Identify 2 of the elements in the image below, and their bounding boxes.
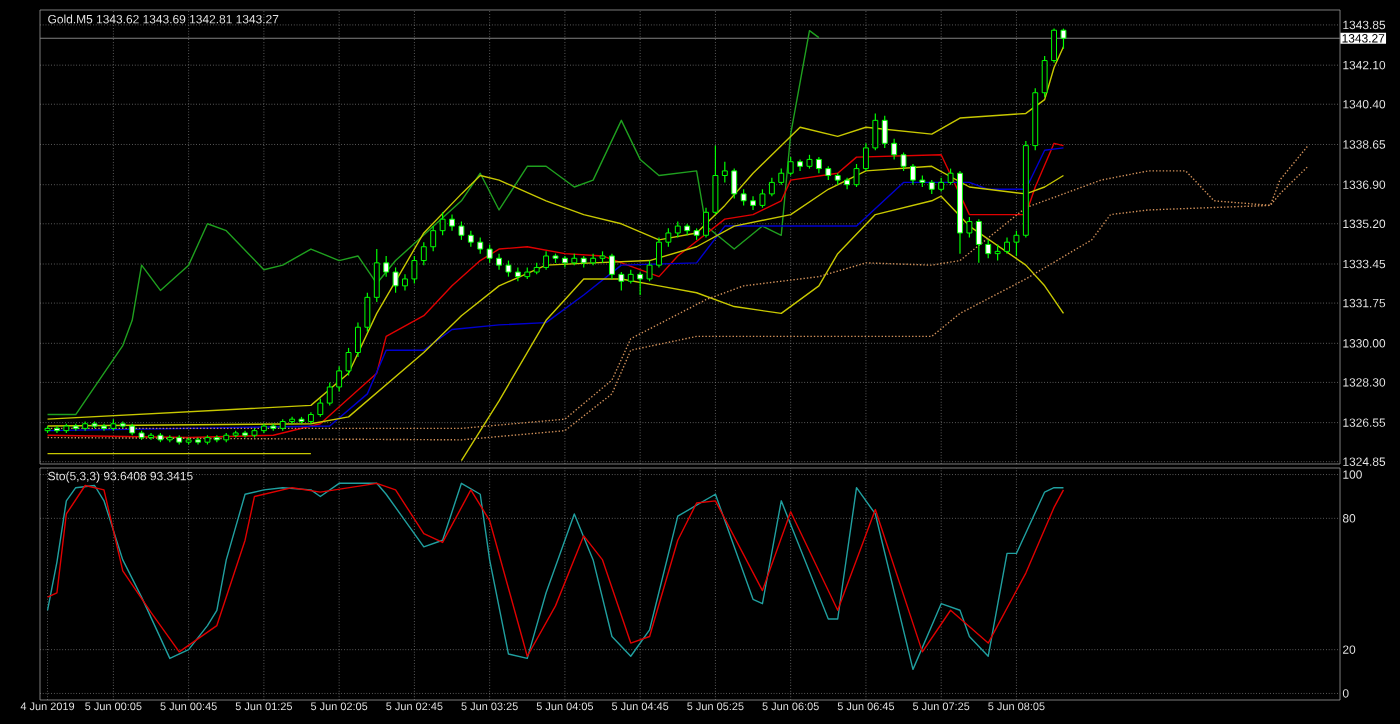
line-series bbox=[46, 29, 820, 416]
line-series bbox=[46, 46, 1065, 420]
